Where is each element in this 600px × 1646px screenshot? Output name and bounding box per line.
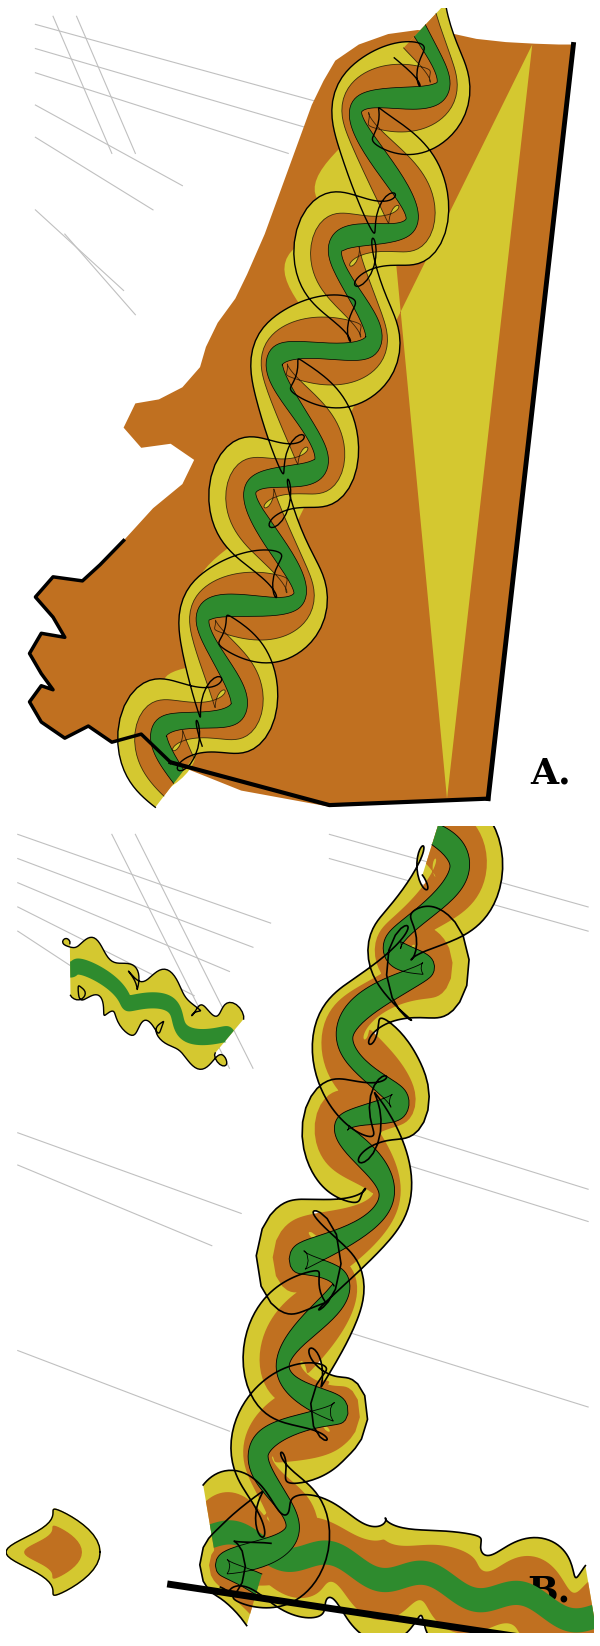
Polygon shape [209, 805, 487, 1615]
Polygon shape [210, 1521, 596, 1633]
Text: A.: A. [530, 757, 571, 790]
Polygon shape [151, 25, 450, 783]
Polygon shape [6, 1509, 100, 1595]
Polygon shape [206, 1493, 600, 1646]
Polygon shape [70, 958, 234, 1045]
Polygon shape [118, 3, 470, 807]
Polygon shape [200, 793, 503, 1626]
Polygon shape [134, 13, 457, 797]
Polygon shape [29, 30, 574, 807]
Text: B.: B. [527, 1575, 571, 1608]
Polygon shape [215, 825, 470, 1595]
Polygon shape [203, 1470, 600, 1646]
Polygon shape [62, 937, 244, 1070]
Polygon shape [25, 1526, 81, 1579]
Polygon shape [164, 44, 532, 798]
